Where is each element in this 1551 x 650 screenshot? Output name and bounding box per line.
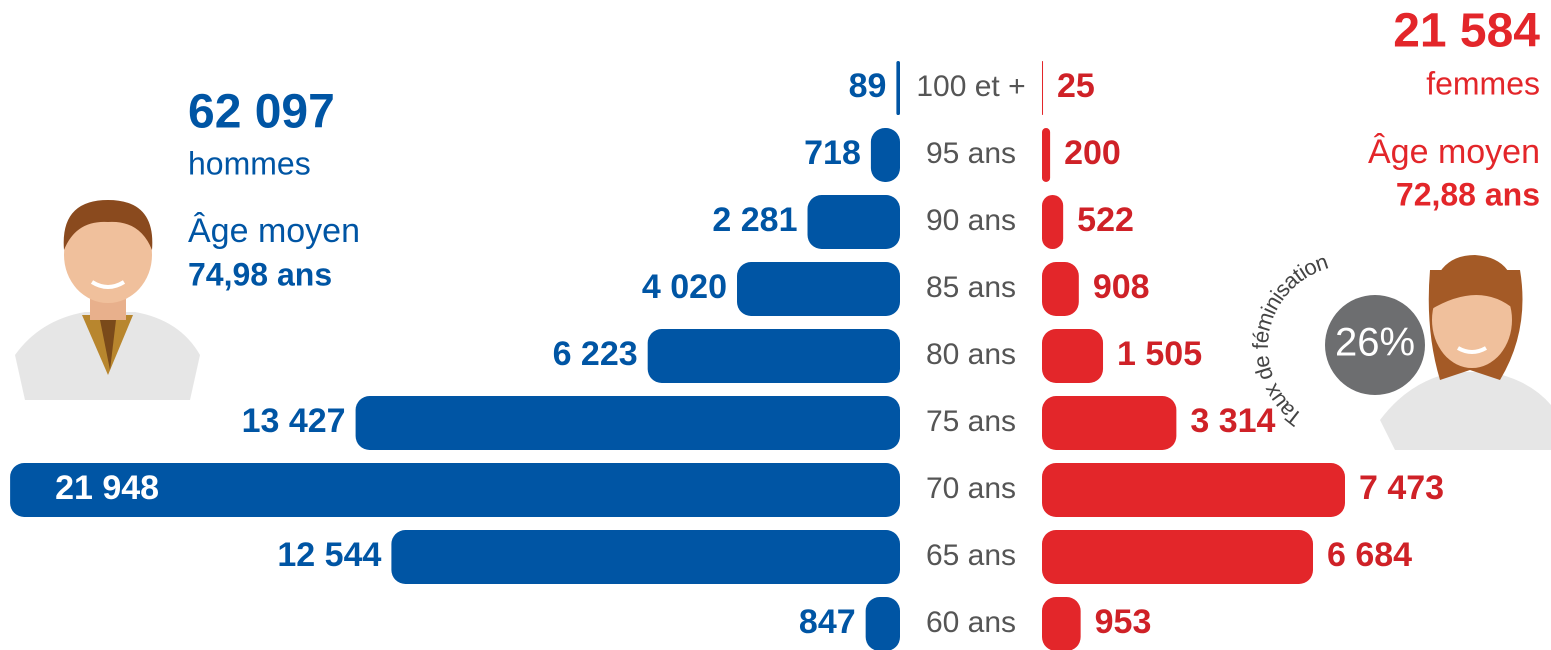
bar xyxy=(1042,530,1313,584)
bar xyxy=(866,597,900,650)
women-age-label: Âge moyen xyxy=(1368,133,1540,171)
men-age-label: Âge moyen xyxy=(188,212,360,250)
value-label: 718 xyxy=(804,134,861,172)
value-label: 6 684 xyxy=(1327,536,1412,574)
man-icon xyxy=(15,200,200,400)
bar xyxy=(1042,61,1043,115)
age-label: 80 ans xyxy=(926,338,1016,371)
women-unit: femmes xyxy=(1426,65,1540,101)
value-label: 12 544 xyxy=(277,536,381,574)
men-unit: hommes xyxy=(188,145,311,181)
value-label: 6 223 xyxy=(553,335,638,373)
value-label: 953 xyxy=(1095,603,1152,641)
age-label: 65 ans xyxy=(926,539,1016,572)
bar xyxy=(648,329,900,383)
value-label: 1 505 xyxy=(1117,335,1202,373)
bar xyxy=(356,396,900,450)
value-label: 4 020 xyxy=(642,268,727,306)
age-label: 70 ans xyxy=(926,472,1016,505)
chart: 26% Taux de féminisation 62 097 hommes Â… xyxy=(0,0,1551,650)
bar xyxy=(1042,396,1176,450)
women-total: 21 584 xyxy=(1393,5,1540,58)
bar xyxy=(1042,262,1079,316)
bar xyxy=(1042,463,1345,517)
value-label: 200 xyxy=(1064,134,1121,172)
value-label: 522 xyxy=(1077,201,1134,239)
feminization-rate: 26% xyxy=(1335,321,1415,365)
bar xyxy=(808,195,900,249)
bar xyxy=(896,61,900,115)
value-label: 2 281 xyxy=(712,201,797,239)
value-label: 13 427 xyxy=(242,402,346,440)
age-label: 90 ans xyxy=(926,204,1016,237)
value-label: 908 xyxy=(1093,268,1150,306)
age-label: 85 ans xyxy=(926,271,1016,304)
bar xyxy=(1042,195,1063,249)
bar xyxy=(1042,329,1103,383)
men-mean-age: 74,98 ans xyxy=(188,256,332,292)
age-label: 95 ans xyxy=(926,137,1016,170)
value-label: 3 314 xyxy=(1190,402,1275,440)
value-label: 21 948 xyxy=(55,469,159,507)
value-label: 847 xyxy=(799,603,856,641)
bar xyxy=(1042,597,1081,650)
age-label: 75 ans xyxy=(926,405,1016,438)
value-label: 25 xyxy=(1057,67,1095,105)
bar xyxy=(737,262,900,316)
bar xyxy=(391,530,900,584)
bar xyxy=(1042,128,1050,182)
value-label: 7 473 xyxy=(1359,469,1444,507)
women-mean-age: 72,88 ans xyxy=(1396,176,1540,212)
bar xyxy=(871,128,900,182)
age-label: 100 et + xyxy=(916,70,1025,103)
men-total: 62 097 xyxy=(188,86,335,139)
value-label: 89 xyxy=(849,67,887,105)
age-label: 60 ans xyxy=(926,606,1016,639)
